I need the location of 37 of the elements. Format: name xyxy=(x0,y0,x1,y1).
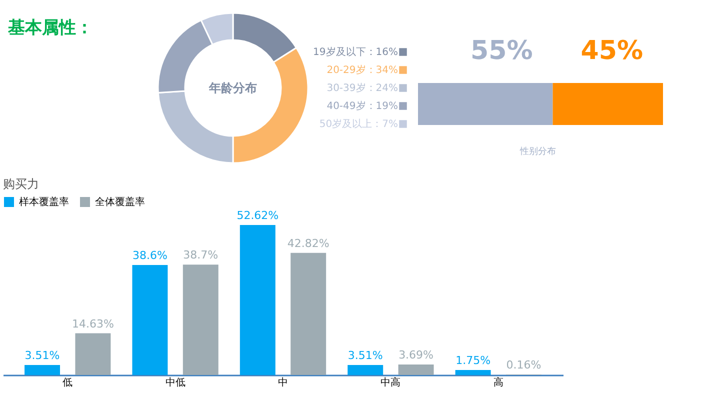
x-tick-label: 低 xyxy=(62,378,73,388)
data-label: 3.69% xyxy=(398,348,434,362)
data-label: 45% xyxy=(580,36,643,66)
bar xyxy=(348,364,384,375)
data-label: 3.51% xyxy=(24,348,60,362)
legend-label: 30-39岁：24% xyxy=(326,82,398,94)
legend-label: 20-29岁：34% xyxy=(326,64,398,76)
text: 基本属性： xyxy=(7,18,93,38)
legend-label: 19岁及以下：16% xyxy=(313,46,398,58)
text: 性别分布 xyxy=(519,146,556,157)
bar xyxy=(182,264,218,375)
legend-label: 全体覆盖率 xyxy=(95,196,145,208)
data-label: 42.82% xyxy=(287,236,330,250)
data-label: 55% xyxy=(470,36,533,66)
data-label: 1.75% xyxy=(456,354,491,368)
bar xyxy=(132,264,168,375)
bar xyxy=(290,252,326,375)
x-tick-label: 中 xyxy=(278,376,288,388)
x-tick-label: 中低 xyxy=(165,376,186,388)
data-label: 38.7% xyxy=(183,248,218,262)
bar xyxy=(240,225,276,375)
bar xyxy=(455,370,491,375)
legend-label: 样本覆盖率 xyxy=(19,196,69,208)
data-label: 3.51% xyxy=(348,348,383,362)
x-tick-label: 高 xyxy=(493,376,504,388)
legend-label: 50岁及以上：7% xyxy=(319,118,398,130)
bar xyxy=(24,364,60,375)
x-tick-label: 中高 xyxy=(380,376,401,388)
data-label: 0.16% xyxy=(506,358,542,372)
bar xyxy=(75,333,111,375)
bar xyxy=(398,364,434,375)
chart-title: 购买力 xyxy=(3,177,39,191)
data-label: 52.62% xyxy=(236,209,279,222)
data-label: 14.63% xyxy=(72,317,114,330)
data-label: 38.6% xyxy=(132,248,168,262)
text: 年龄分布 xyxy=(208,81,257,95)
legend-label: 40-49岁：19% xyxy=(326,100,398,112)
